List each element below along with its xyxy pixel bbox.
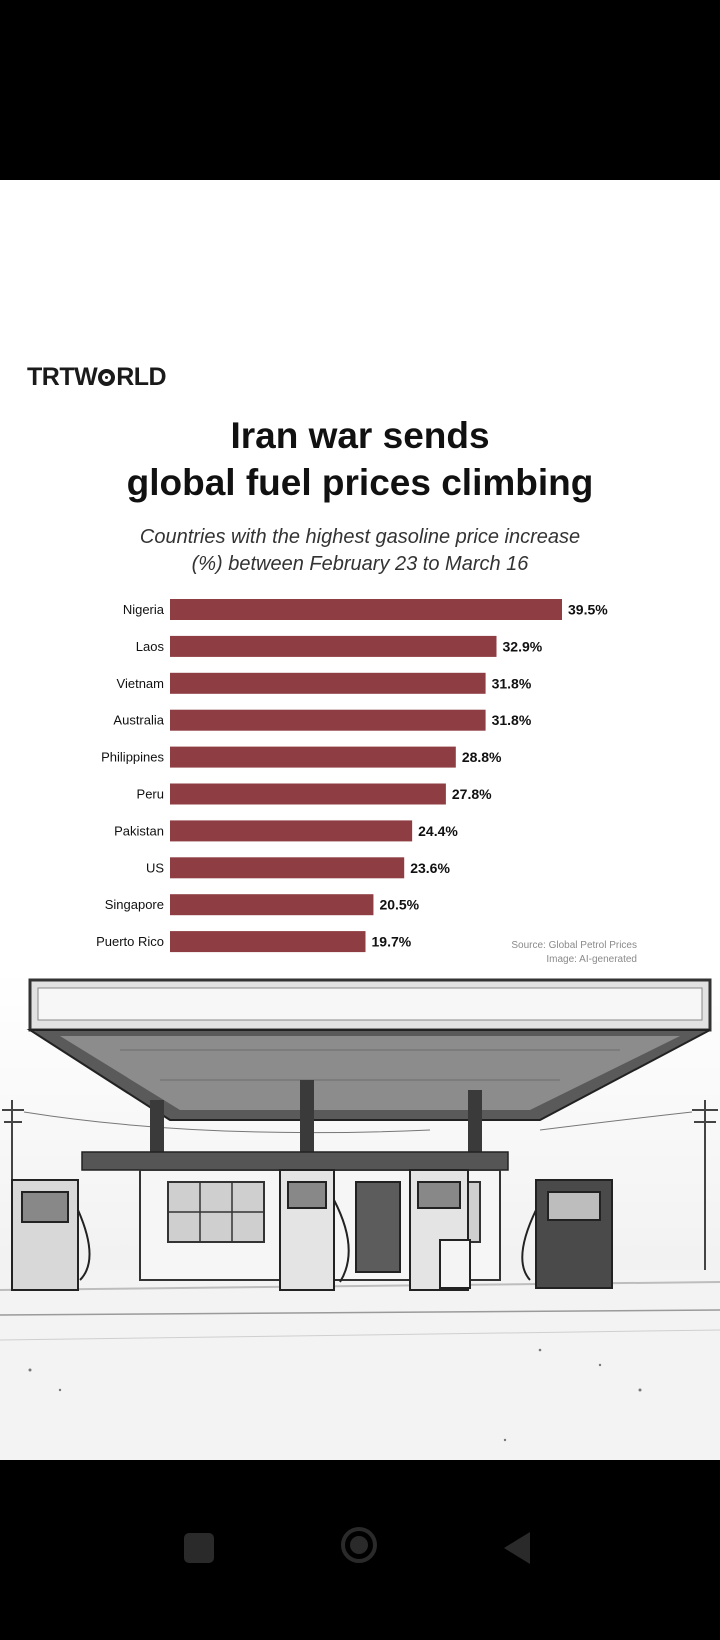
category-label: Australia <box>113 713 164 728</box>
bar-philippines <box>170 746 456 768</box>
title-line-2: global fuel prices climbing <box>126 462 594 503</box>
category-label: Puerto Rico <box>96 934 164 949</box>
value-label: 20.5% <box>379 897 419 913</box>
value-label: 39.5% <box>568 602 608 618</box>
source-note: Source: Global Petrol Prices Image: AI-g… <box>511 939 637 967</box>
bar-australia <box>170 709 486 731</box>
category-label: Singapore <box>105 897 164 912</box>
recent-apps-icon[interactable] <box>184 1533 214 1563</box>
bar-puerto-rico <box>170 931 366 953</box>
category-label: Vietnam <box>117 676 164 691</box>
value-label: 31.8% <box>492 675 532 691</box>
category-label: Laos <box>136 639 165 654</box>
bar-nigeria <box>170 599 562 620</box>
image-credit-line: Image: AI-generated <box>546 954 637 965</box>
gas-station-illustration <box>0 970 720 1460</box>
logo-text-post: RLD <box>116 363 167 391</box>
category-label: Peru <box>137 787 164 802</box>
bar-chart: Nigeria 39.5% Laos 32.9% Vietnam 31.8% Austral… <box>96 599 608 953</box>
page-title: Iran war sends global fuel prices climbi… <box>0 412 720 506</box>
bar-peru <box>170 783 446 805</box>
bar-laos <box>170 635 497 657</box>
value-label: 24.4% <box>418 823 458 839</box>
category-label: US <box>146 860 164 875</box>
home-icon[interactable] <box>341 1527 377 1563</box>
bar-singapore <box>170 894 374 916</box>
bar-pakistan <box>170 820 413 842</box>
value-label: 23.6% <box>410 860 450 876</box>
value-label: 27.8% <box>452 786 492 802</box>
title-line-1: Iran war sends <box>230 415 490 456</box>
bar-us <box>170 857 405 879</box>
back-icon[interactable] <box>504 1532 530 1564</box>
value-label: 32.9% <box>503 638 543 654</box>
value-label: 28.8% <box>462 749 502 765</box>
bar-vietnam <box>170 672 486 694</box>
android-nav-bar <box>0 1460 720 1640</box>
subtitle-line-2: (%) between February 23 to March 16 <box>191 553 529 575</box>
source-line: Source: Global Petrol Prices <box>511 940 637 951</box>
value-label: 19.7% <box>372 934 412 950</box>
value-label: 31.8% <box>492 712 532 728</box>
logo-text-pre: TRTW <box>27 363 98 391</box>
trt-world-logo: TRTW RLD <box>27 363 167 392</box>
infographic-card: TRTW RLD Iran war sends global fuel price… <box>0 180 720 1460</box>
category-label: Philippines <box>101 750 164 765</box>
category-label: Pakistan <box>114 823 164 838</box>
category-label: Nigeria <box>123 602 165 617</box>
subtitle-line-1: Countries with the highest gasoline pric… <box>139 526 581 548</box>
chart-subtitle: Countries with the highest gasoline pric… <box>0 524 720 578</box>
logo-o-icon <box>98 369 116 386</box>
